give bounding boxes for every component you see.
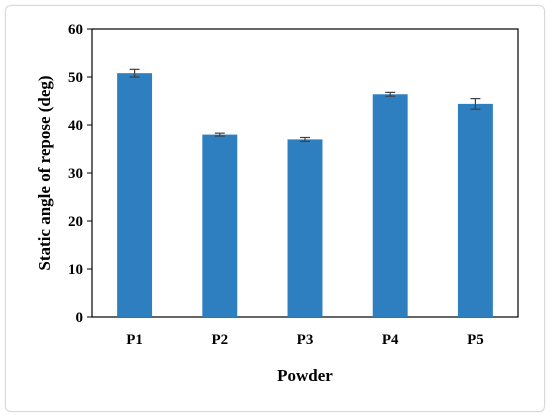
y-tick-label: 20 <box>68 214 83 230</box>
y-tick-label: 60 <box>68 22 83 38</box>
bar-p1 <box>117 73 153 317</box>
y-tick-label: 0 <box>76 310 84 326</box>
bar-p3 <box>287 139 323 317</box>
error-bars-group <box>129 68 481 142</box>
x-axis-title: Powder <box>277 366 333 385</box>
bar-p2 <box>202 134 238 317</box>
x-tick-label: P5 <box>467 332 484 348</box>
y-tick-label: 30 <box>68 166 83 182</box>
y-tick-label: 50 <box>68 70 83 86</box>
x-tick-label: P2 <box>211 332 228 348</box>
x-tick-label: P1 <box>126 332 143 348</box>
y-axis-title: Static angle of repose (deg) <box>35 75 54 270</box>
x-tick-label: P4 <box>382 332 399 348</box>
x-tick-label: P3 <box>297 332 314 348</box>
bars-group <box>117 73 493 317</box>
y-tick-label: 10 <box>68 262 83 278</box>
y-tick-label: 40 <box>68 118 83 134</box>
x-axis-ticks: P1 P2 P3 P4 P5 <box>126 332 483 348</box>
chart-frame <box>5 5 545 412</box>
y-axis-ticks: 0 10 20 30 40 50 60 <box>68 22 92 326</box>
bar-p5 <box>457 103 493 317</box>
bar-p4 <box>372 94 408 317</box>
